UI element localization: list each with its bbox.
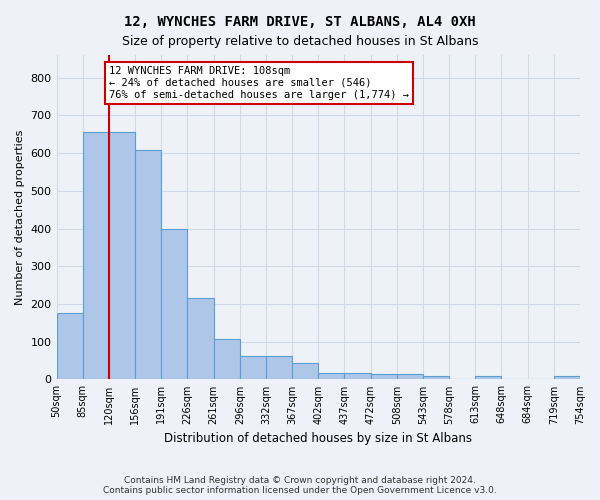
Text: Contains HM Land Registry data © Crown copyright and database right 2024.
Contai: Contains HM Land Registry data © Crown c…	[103, 476, 497, 495]
Text: 12, WYNCHES FARM DRIVE, ST ALBANS, AL4 0XH: 12, WYNCHES FARM DRIVE, ST ALBANS, AL4 0…	[124, 15, 476, 29]
Bar	[135, 150, 161, 380]
Bar	[292, 363, 318, 380]
Bar	[214, 338, 240, 380]
Y-axis label: Number of detached properties: Number of detached properties	[15, 130, 25, 305]
Text: Size of property relative to detached houses in St Albans: Size of property relative to detached ho…	[122, 35, 478, 48]
Bar	[371, 374, 397, 380]
Bar	[56, 314, 83, 380]
Bar	[318, 372, 344, 380]
Bar	[240, 356, 266, 380]
Bar	[161, 228, 187, 380]
Bar	[109, 132, 135, 380]
Bar	[266, 356, 292, 380]
Bar	[554, 376, 580, 380]
Bar	[344, 373, 371, 380]
Bar	[475, 376, 502, 380]
Bar	[83, 132, 109, 380]
X-axis label: Distribution of detached houses by size in St Albans: Distribution of detached houses by size …	[164, 432, 472, 445]
Bar	[423, 376, 449, 380]
Bar	[397, 374, 423, 380]
Text: 12 WYNCHES FARM DRIVE: 108sqm
← 24% of detached houses are smaller (546)
76% of : 12 WYNCHES FARM DRIVE: 108sqm ← 24% of d…	[109, 66, 409, 100]
Bar	[187, 298, 214, 380]
